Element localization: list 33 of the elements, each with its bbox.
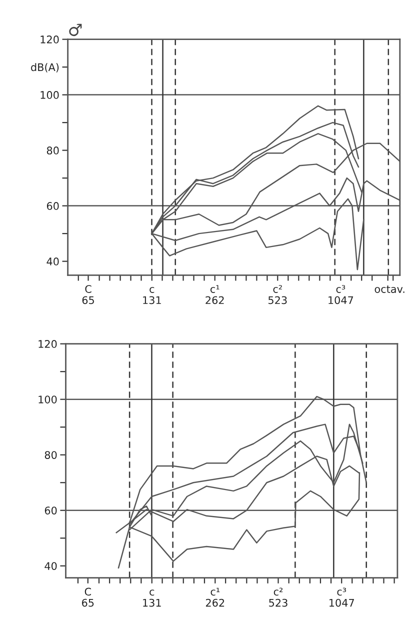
text: c³ [337,588,346,596]
x-tick-label: 131 [143,296,161,304]
y-tick-label: 80 [46,146,59,154]
y-tick-label: 100 [40,91,59,99]
y-tick-label: 80 [44,451,57,459]
chart-title: ♂ [69,24,82,36]
text: c² [274,588,283,596]
x-tick-label: 1047 [328,296,354,304]
y-tick-label: 100 [38,396,57,404]
text: C [84,588,91,596]
y-tick-label: 40 [44,562,57,570]
text: c [150,590,154,596]
text: c¹ [210,588,220,596]
text: c¹ [210,285,220,293]
y-tick-label: 120 [40,36,59,44]
x-tick-label: 262 [206,598,224,607]
text: c³ [336,285,346,293]
x-tick-label: 1047 [329,598,354,607]
text: c [150,286,154,293]
text: c² [273,285,282,293]
x-tick-label: 262 [206,296,224,304]
text: octav. [374,286,404,293]
y-tick-label: 60 [46,202,59,210]
x-tick-label: 65 [82,598,94,607]
x-tick-label: 523 [268,296,287,304]
y-tick-label: dB(A) [31,63,59,72]
y-tick-label: 40 [46,258,59,266]
x-tick-label: 523 [269,598,288,607]
y-tick-label: 60 [44,506,57,514]
x-tick-label: 65 [82,296,94,304]
y-tick-label: 120 [38,340,57,348]
x-tick-label: 131 [143,598,161,607]
text: C [85,285,92,293]
